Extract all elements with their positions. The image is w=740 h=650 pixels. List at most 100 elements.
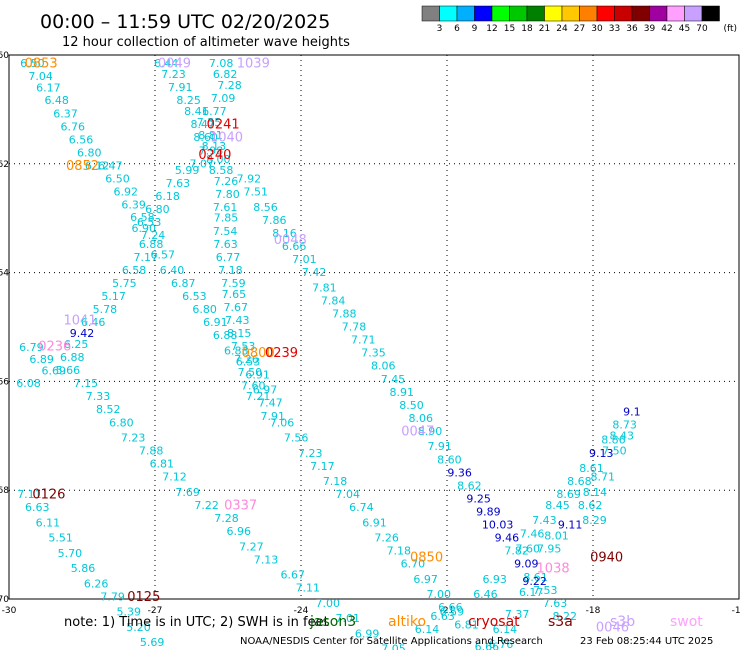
- wave-height-label: 5.75: [112, 277, 137, 290]
- wave-height-label: 6.14: [493, 623, 518, 636]
- wave-height-label: 7.07: [189, 157, 214, 170]
- wave-height-label: 5.20: [126, 621, 151, 634]
- wave-height-label: 6.53: [137, 216, 162, 229]
- wave-height-label: 7.09: [211, 92, 236, 105]
- wave-height-label: 7.18: [387, 545, 412, 558]
- pass-time-label: 0047: [401, 424, 434, 439]
- wave-height-label: 6.67: [280, 569, 305, 582]
- wave-height-label: 8.73: [612, 418, 637, 431]
- colorbar-swatch: [526, 5, 545, 22]
- wave-height-label: 7.00: [426, 588, 451, 601]
- wave-height-label: 7.53: [533, 584, 558, 597]
- colorbar-tick-label: 70: [696, 24, 708, 34]
- wave-height-label: 7.26: [214, 175, 239, 188]
- wave-height-label: 7.18: [218, 264, 243, 277]
- colorbar-swatch: [614, 5, 633, 22]
- pass-time-label: 0800: [242, 346, 275, 361]
- wave-height-label: 7.43: [225, 314, 250, 327]
- legend-entry-jason3: jason3: [309, 614, 356, 630]
- wave-height-label: 7.37: [505, 608, 530, 621]
- wave-height-label: 9.36: [447, 466, 472, 479]
- wave-height-label: 5.86: [71, 562, 96, 575]
- pass-time-label: 0239: [265, 346, 298, 361]
- wave-height-label: 7.17: [134, 251, 159, 264]
- wave-height-label: 8.61: [579, 462, 604, 475]
- wave-height-label: 5.99: [175, 164, 200, 177]
- wave-height-label: 7.11: [17, 488, 42, 501]
- wave-height-label: 5.17: [101, 290, 126, 303]
- wave-height-label: 8.15: [227, 327, 252, 340]
- wave-height-label: 8.14: [583, 486, 608, 499]
- pass-time-label: 0337: [224, 498, 257, 513]
- wave-height-label: 6.53: [236, 355, 261, 368]
- colorbar-swatch: [666, 5, 685, 22]
- wave-height-label: 6.97: [413, 573, 438, 586]
- wave-height-label: 8.50: [399, 399, 424, 412]
- wave-height-label: 7.50: [602, 445, 627, 458]
- satellite-legend: jason3 altiko cryosat s3a s3b swot: [309, 614, 703, 630]
- colorbar-tick-label: 27: [574, 24, 585, 34]
- wave-height-label: 7.33: [86, 390, 111, 403]
- wave-height-label: 6.57: [151, 249, 176, 262]
- x-tick-label: -30: [2, 606, 17, 616]
- wave-height-label: 6.47: [98, 160, 123, 173]
- wave-height-label: 6.91: [203, 316, 228, 329]
- wave-height-label: 6.44: [154, 57, 179, 70]
- wave-height-label: 6.76: [61, 120, 86, 133]
- wave-height-label: 8.86: [601, 434, 626, 447]
- wave-height-label: 7.05: [381, 643, 406, 650]
- wave-height-label: 7.13: [254, 553, 279, 566]
- wave-height-label: 6.87: [171, 277, 196, 290]
- wave-height-label: 8.56: [253, 201, 278, 214]
- wave-height-label: 7.46: [520, 527, 545, 540]
- pass-time-label: 0048: [274, 233, 307, 248]
- wave-height-label: 7.17: [310, 460, 335, 473]
- wave-height-label: 6.11: [36, 516, 61, 529]
- wave-height-label: 10.03: [482, 519, 514, 532]
- colorbar-tick-label: 33: [609, 24, 620, 34]
- colorbar-unit: (ft): [724, 24, 738, 34]
- pass-time-label: 0046: [596, 620, 629, 635]
- wave-height-label: 8.41: [184, 105, 209, 118]
- wave-height-label: 7.65: [222, 288, 247, 301]
- wave-height-label: 6.17: [36, 82, 61, 95]
- wave-height-label: 6.93: [482, 573, 507, 586]
- wave-height-label: 7.85: [214, 212, 239, 225]
- y-tick-label: -60: [0, 51, 9, 61]
- wave-height-label: 7.28: [217, 79, 242, 92]
- colorbar-tick-label: 18: [521, 24, 533, 34]
- wave-height-label: 5.70: [58, 547, 83, 560]
- wave-height-label: 6.69: [42, 365, 67, 378]
- wave-height-label: 7.50: [238, 366, 263, 379]
- wave-height-label: 6.63: [25, 501, 50, 514]
- wave-height-label: 7.56: [284, 432, 309, 445]
- wave-height-label: 6.37: [53, 107, 78, 120]
- pass-time-label: 0125: [127, 590, 160, 605]
- wave-height-label: 9.42: [70, 327, 95, 340]
- wave-height-label: 6.25: [64, 338, 89, 351]
- wave-height-label: 6.66: [438, 601, 463, 614]
- wave-height-label: 6.77: [202, 105, 227, 118]
- wave-height-label: 9.09: [514, 558, 539, 571]
- wave-height-label: 6.92: [114, 186, 139, 199]
- wave-height-label: 6.90: [132, 222, 157, 235]
- wave-height-label: 6.91: [245, 368, 270, 381]
- colorbar-swatch: [649, 5, 668, 22]
- wave-height-label: 7.18: [323, 475, 348, 488]
- wave-height-label: 7.08: [209, 57, 234, 70]
- wave-height-label: 7.81: [312, 281, 337, 294]
- colorbar-swatch: [701, 5, 720, 22]
- colorbar-tick-label: 30: [591, 24, 603, 34]
- pass-time-label: 0126: [32, 488, 65, 503]
- wave-height-label: 8.90: [418, 425, 443, 438]
- colorbar-tick-label: 45: [679, 24, 690, 34]
- wave-height-label: 6.46: [81, 316, 106, 329]
- colorbar-swatch: [579, 5, 598, 22]
- wave-height-label: 6.79: [19, 341, 44, 354]
- wave-height-label: 9.1: [623, 405, 641, 418]
- colorbar-tick-label: 9: [472, 24, 478, 34]
- wave-height-label: 7.79: [100, 590, 125, 603]
- colorbar-tick-label: 6: [454, 24, 460, 34]
- wave-height-label: 8.06: [408, 412, 433, 425]
- legend-entry-swot: swot: [670, 614, 703, 630]
